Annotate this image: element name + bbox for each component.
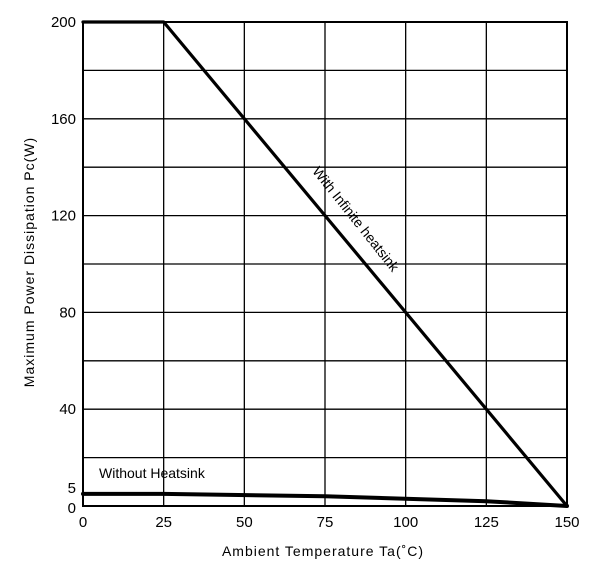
y-tick-label: 200	[51, 14, 76, 31]
y-tick-label: 80	[59, 304, 76, 321]
y-tick-label: 0	[68, 500, 76, 517]
x-tick-label: 150	[554, 514, 579, 531]
y-tick-label: 120	[51, 208, 76, 225]
y-tick-label: 160	[51, 111, 76, 128]
y-axis-label: Maximum Power Dissipation Pc(W)	[21, 137, 37, 387]
x-tick-label: 100	[393, 514, 418, 531]
grid	[82, 21, 568, 507]
x-tick-label: 125	[474, 514, 499, 531]
plot-frame	[82, 21, 568, 507]
x-tick-label: 75	[317, 514, 334, 531]
x-tick-label: 50	[236, 514, 253, 531]
y-tick-label: 5	[68, 480, 76, 497]
annotation-without-heatsink: Without Heatsink	[99, 465, 206, 481]
x-tick-label: 0	[79, 514, 87, 531]
y-tick-label: 40	[59, 401, 76, 418]
x-axis-label: Ambient Temperature Ta(˚C)	[222, 543, 424, 559]
series-line-2	[81, 491, 569, 508]
x-tick-label: 25	[155, 514, 172, 531]
annotation-with-infinite-heatsink: With Infinite heatsink	[309, 163, 403, 275]
